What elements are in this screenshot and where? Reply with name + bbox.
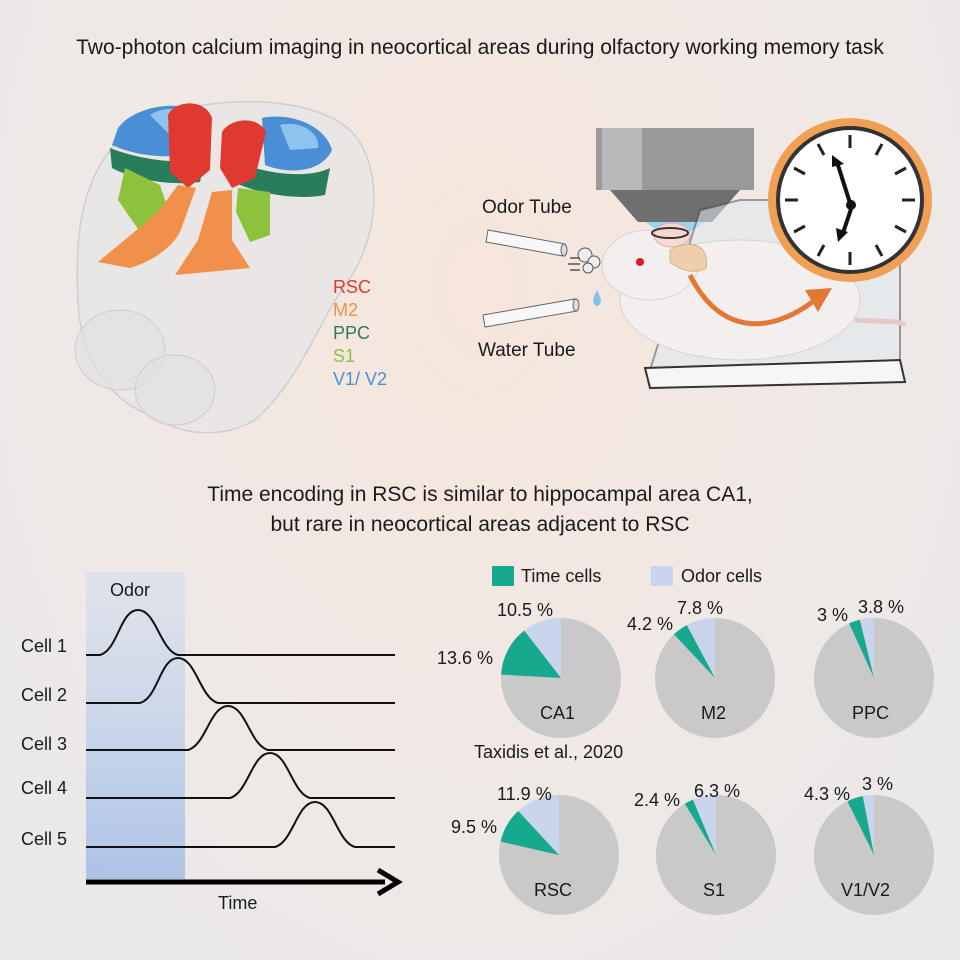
trace-cell-2 [86,656,395,704]
pct-odor-rsc: 11.9 % [497,784,552,804]
figure-title: Two-photon calcium imaging in neocortica… [76,36,884,59]
cell-label-5: Cell 5 [21,829,68,849]
brain-legend: RSC M2 PPC S1 V1/ V2 [333,276,387,391]
legend-time-cells: Time cells [521,566,602,586]
cell-label-1: Cell 1 [21,636,68,656]
cell-label-2: Cell 2 [21,685,68,705]
subtitle-line-2: but rare in neocortical areas adjacent t… [270,513,690,536]
cell-label-3: Cell 3 [21,734,68,754]
odor-period-shade [86,572,185,879]
pie-rsc-time-slice [500,811,559,855]
pie-s1-odor-slice [692,795,716,855]
pie-ca1-time-slice [501,630,561,678]
trace-cell-4 [86,751,395,799]
pie-name-v1v2: V1/V2 [841,880,891,900]
pie-name-ca1: CA1 [540,703,576,723]
figure-subtitle: Time encoding in RSC is similar to hippo… [0,480,960,540]
pct-time-ca1: 13.6 % [437,648,494,668]
pie-name-rsc: RSC [534,880,573,900]
pie-ppc-odor-slice [859,618,874,678]
citation: Taxidis et al., 2020 [474,742,624,762]
legend-rsc: RSC [333,277,372,297]
pie-m2-odor-slice [686,618,715,678]
pct-time-ppc: 3 % [817,605,849,625]
pct-time-rsc: 9.5 % [451,817,498,837]
pie-v1v2-odor-slice [862,795,874,855]
pct-time-m2: 4.2 % [627,614,674,634]
pie-m2-time-slice [673,625,715,678]
pct-odor-v1v2: 3 % [862,774,894,794]
legend-swatch-odor [651,566,673,586]
trace-cell-3 [86,704,395,751]
cell-label-4: Cell 4 [21,778,68,798]
pct-odor-s1: 6.3 % [694,781,741,801]
pie-s1-time-slice [684,799,716,855]
odor-tube-label: Odor Tube [482,197,572,218]
water-tube-label: Water Tube [478,340,576,361]
pie-name-s1: S1 [703,880,726,900]
time-arrow-icon [376,867,403,897]
pie-v1v2-time-slice [847,796,874,855]
pct-time-v1v2: 4.3 % [804,784,851,804]
time-label: Time [218,893,258,913]
pie-ppc-time-slice [849,619,874,678]
pie-ca1-odor-slice [524,618,561,678]
odor-label: Odor [110,580,151,600]
legend-v1v2: V1/ V2 [333,369,388,389]
pct-odor-ca1: 10.5 % [497,600,554,620]
pct-time-s1: 2.4 % [634,790,681,810]
trace-lines [86,608,395,848]
pct-odor-m2: 7.8 % [677,598,724,618]
legend-ppc: PPC [333,323,371,343]
legend-odor-cells: Odor cells [681,566,763,586]
legend-m2: M2 [333,300,359,320]
legend-swatch-time [492,566,514,586]
pie-name-ppc: PPC [852,703,890,723]
pie-name-m2: M2 [701,703,727,723]
trace-cell-1 [86,608,395,656]
pct-odor-ppc: 3.8 % [858,597,905,617]
subtitle-line-1: Time encoding in RSC is similar to hippo… [207,483,753,506]
legend-s1: S1 [333,346,356,366]
trace-cell-5 [86,800,395,848]
